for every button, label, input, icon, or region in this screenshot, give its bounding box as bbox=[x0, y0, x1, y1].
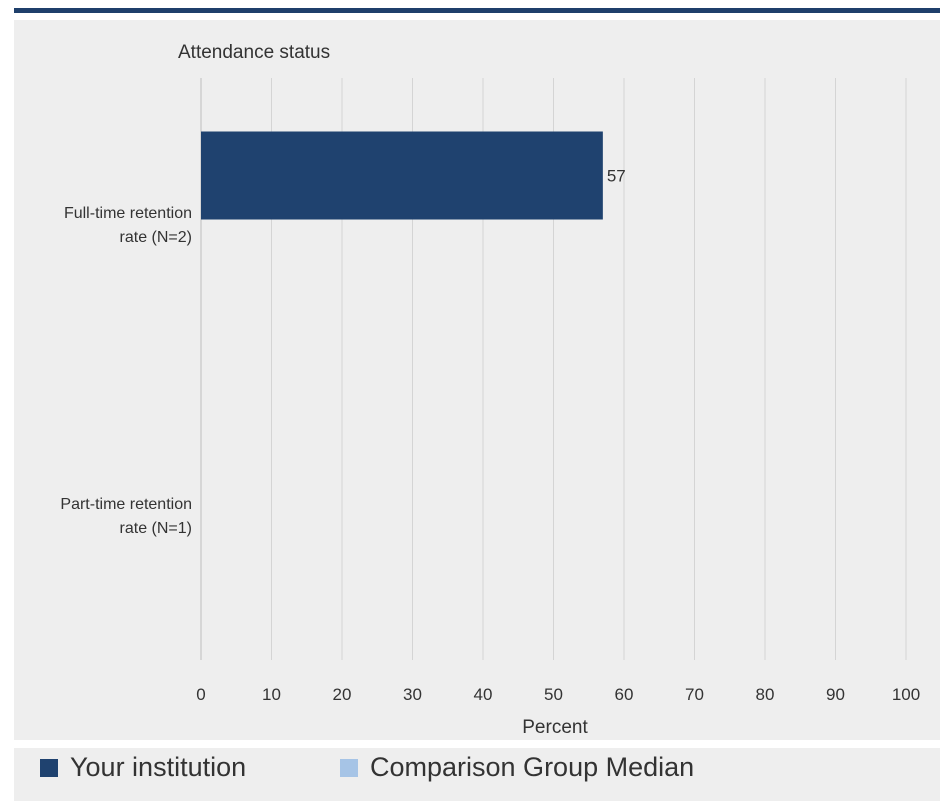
x-tick-label: 0 bbox=[196, 685, 205, 704]
legend-item-comparison-group-median: Comparison Group Median bbox=[340, 752, 694, 783]
bar-data-label: 57 bbox=[607, 167, 626, 186]
x-tick-label: 20 bbox=[333, 685, 352, 704]
x-tick-label: 90 bbox=[826, 685, 845, 704]
category-label-line: rate (N=1) bbox=[119, 520, 192, 537]
chart-title: Attendance status bbox=[178, 42, 331, 63]
legend bbox=[14, 748, 940, 801]
x-tick-label: 80 bbox=[756, 685, 775, 704]
x-tick-label: 10 bbox=[262, 685, 281, 704]
legend-swatch-comparison-group-median bbox=[340, 758, 358, 777]
x-axis-label: Percent bbox=[522, 717, 588, 738]
category-label-line: Full-time retention bbox=[63, 205, 192, 222]
x-tick-labels: 0 10 20 30 40 50 60 70 80 90 100 bbox=[196, 685, 920, 704]
bar bbox=[201, 131, 603, 220]
legend-label: Your institution bbox=[70, 752, 247, 782]
category-label-part-time: Part-time retention rate (N=1) bbox=[2, 493, 192, 541]
legend-item-your-institution: Your institution bbox=[40, 752, 246, 783]
legend-label: Comparison Group Median bbox=[370, 752, 695, 782]
x-tick-label: 40 bbox=[474, 685, 493, 704]
x-tick-label: 100 bbox=[892, 685, 920, 704]
category-label-line: Part-time retention bbox=[60, 496, 192, 513]
bars: 57 bbox=[201, 131, 626, 220]
x-tick-label: 60 bbox=[615, 685, 634, 704]
category-label-full-time: Full-time retention rate (N=2) bbox=[2, 202, 192, 250]
category-label-line: rate (N=2) bbox=[119, 229, 192, 246]
top-rule bbox=[14, 8, 940, 13]
x-tick-label: 70 bbox=[685, 685, 704, 704]
x-tick-label: 30 bbox=[403, 685, 422, 704]
x-tick-label: 50 bbox=[544, 685, 563, 704]
legend-swatch-your-institution bbox=[40, 758, 58, 777]
